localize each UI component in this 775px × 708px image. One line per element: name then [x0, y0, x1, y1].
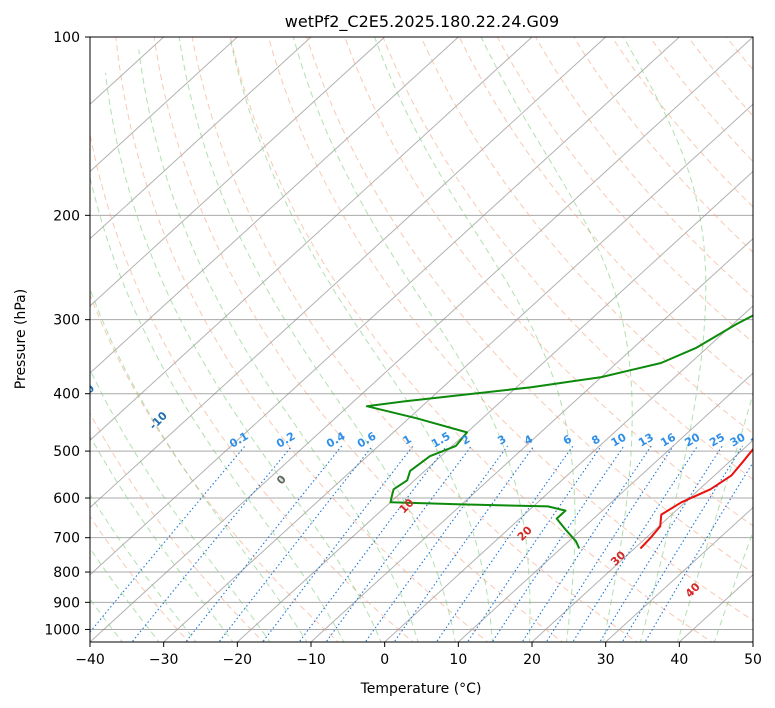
mixing-ratio-line	[435, 445, 574, 642]
moist-adiabat-line	[623, 37, 707, 642]
y-tick-label: 200	[53, 208, 80, 224]
isotherm-line	[90, 37, 533, 442]
moist-adiabat-line	[90, 435, 234, 642]
y-tick-label: 700	[53, 531, 80, 547]
isotherm-line	[163, 103, 753, 642]
x-tick-label: 30	[597, 652, 615, 668]
x-tick-label: −10	[296, 652, 326, 668]
x-tick-label: −40	[75, 652, 105, 668]
dry-adiabat-line	[191, 37, 638, 642]
moist-adiabat-line	[480, 37, 633, 642]
x-tick-label: 50	[744, 652, 762, 668]
y-tick-label: 500	[53, 444, 80, 460]
y-tick-label: 100	[53, 30, 80, 46]
isotherm-line	[90, 37, 753, 642]
moist-adiabat-line	[90, 287, 308, 642]
dry-adiabat-line	[573, 37, 753, 253]
x-tick-label: 0	[380, 652, 389, 668]
mixing-ratio-line	[325, 445, 472, 642]
dry-adiabat-label: -20	[74, 381, 97, 404]
mixing-ratio-label: 36	[748, 430, 768, 449]
isotherm-line	[90, 37, 312, 240]
moist-adiabat-line	[292, 37, 531, 642]
dry-adiabat-line	[382, 37, 753, 481]
isotherm-line	[90, 37, 680, 576]
dry-adiabat-line	[344, 37, 753, 527]
mixing-ratio-line	[298, 445, 448, 642]
y-tick-label: 1000	[44, 622, 80, 638]
x-tick-label: 40	[670, 652, 688, 668]
dry-adiabat-line	[153, 37, 564, 642]
isotherm-line	[531, 439, 753, 642]
dry-adiabat-line	[535, 37, 753, 298]
grid-layer	[90, 37, 753, 642]
dry-adiabat-line	[267, 37, 753, 622]
isotherm-line	[90, 37, 607, 509]
dry-adiabat-line	[420, 37, 753, 435]
x-axis-title: Temperature (°C)	[360, 681, 482, 697]
y-tick-label: 800	[53, 565, 80, 581]
isotherm-line	[457, 372, 753, 642]
mixing-ratio-line	[644, 461, 753, 642]
dry-adiabat-line	[458, 37, 753, 389]
temperature-profile-line	[639, 447, 753, 550]
chart-title: wetPf2_C2E5.2025.180.22.24.G09	[285, 12, 559, 32]
x-tick-label: −30	[149, 652, 179, 668]
moist-adiabat-line	[90, 493, 197, 642]
data-layer	[365, 314, 753, 550]
mixing-ratio-line	[599, 445, 723, 642]
moist-adiabat-line	[178, 37, 456, 642]
y-tick-label: 400	[53, 387, 80, 403]
moist-adiabat-line	[676, 392, 753, 642]
mixing-ratio-line	[90, 445, 246, 633]
moist-adiabat-line	[713, 530, 753, 642]
mixing-ratio-line	[393, 445, 535, 642]
mixing-ratio-line	[572, 445, 699, 642]
dewpoint-profile-line	[365, 314, 753, 549]
dry-adiabat-line	[115, 37, 489, 642]
y-tick-label: 600	[53, 491, 80, 507]
isotherm-line	[90, 37, 459, 374]
x-tick-label: −20	[223, 652, 253, 668]
y-tick-label: 900	[53, 595, 80, 611]
isotherm-line	[90, 37, 238, 173]
moist-adiabat-line	[105, 72, 382, 642]
dry-adiabat-line	[90, 131, 414, 642]
x-tick-label: 10	[449, 652, 467, 668]
x-tick-label: 20	[523, 652, 541, 668]
dry-adiabat-line	[90, 293, 340, 642]
moist-adiabat-line	[229, 37, 493, 642]
mixing-ratio-line	[364, 445, 509, 642]
dry-adiabat-line	[90, 515, 190, 642]
mixing-ratio-line	[545, 445, 674, 642]
y-axis-title: Pressure (hPa)	[13, 289, 29, 389]
moist-adiabat-line	[138, 49, 419, 642]
axis-layer: −40 −30 −20 −10 0 10 20 30 40 50 1000 900 800 700 600 5…	[44, 30, 762, 668]
dry-adiabat-line	[229, 37, 713, 642]
isotherm-line	[605, 506, 753, 642]
isotherm-line	[90, 37, 386, 307]
mixing-ratio-line	[131, 445, 293, 642]
isotherm-line	[384, 305, 753, 642]
isotherm-line	[236, 170, 753, 642]
y-tick-label: 300	[53, 313, 80, 329]
dry-adiabat-line	[649, 37, 753, 163]
plot-frame	[89, 36, 754, 643]
mixing-ratio-line	[262, 445, 414, 642]
